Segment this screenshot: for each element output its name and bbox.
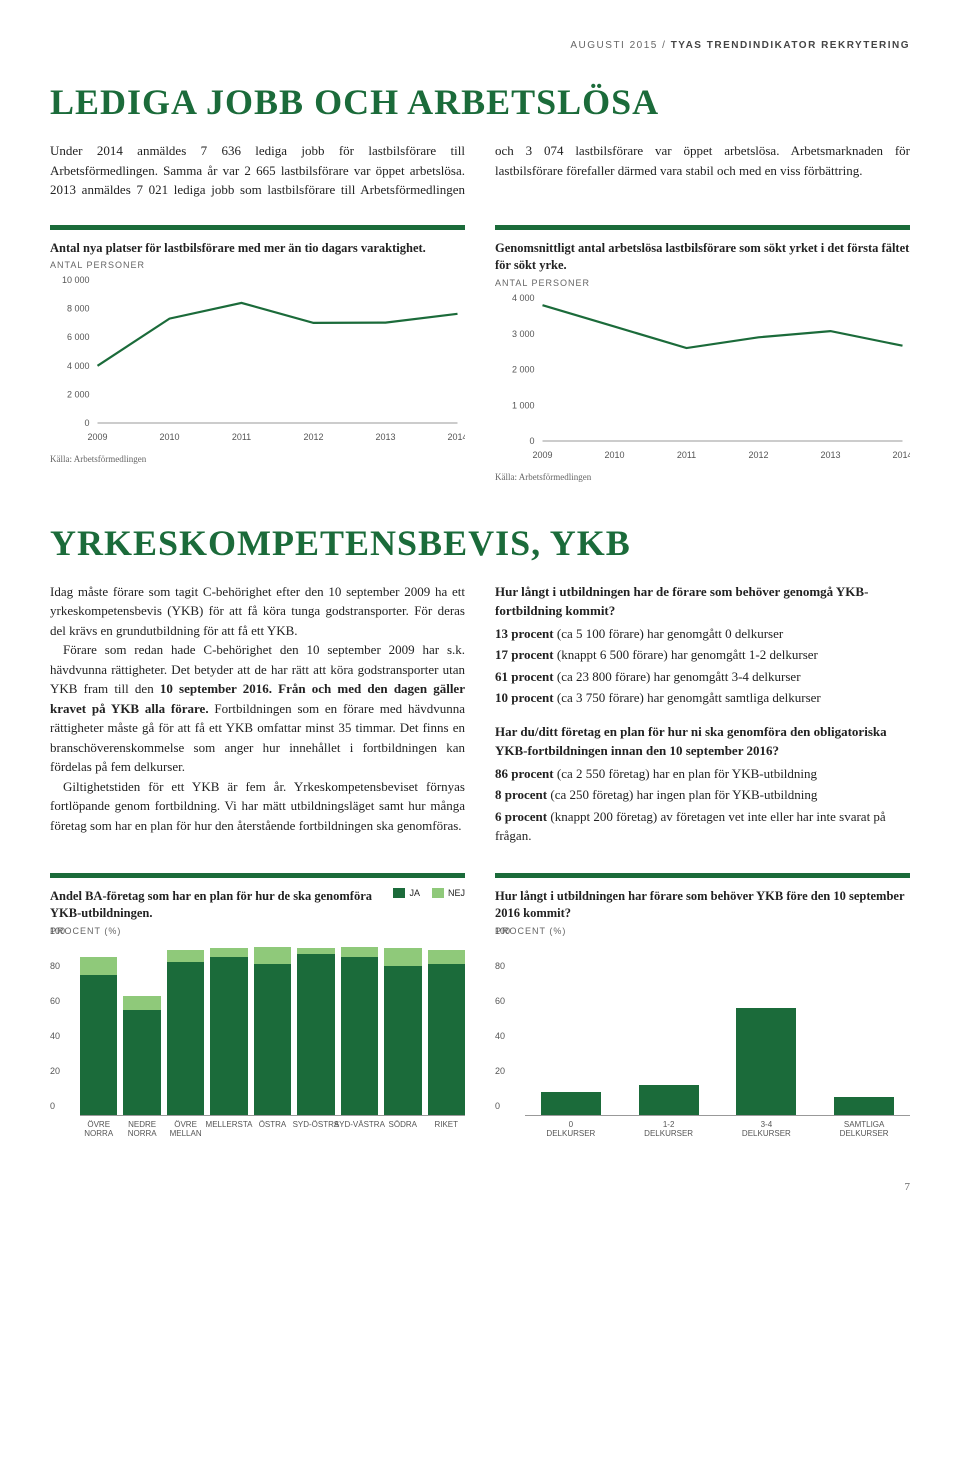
svg-text:4 000: 4 000 [67, 361, 90, 371]
svg-text:2013: 2013 [820, 450, 840, 460]
divider [495, 873, 910, 878]
svg-text:2012: 2012 [303, 432, 323, 442]
svg-text:4 000: 4 000 [512, 293, 535, 303]
svg-text:2010: 2010 [604, 450, 624, 460]
svg-text:2 000: 2 000 [512, 364, 535, 374]
divider [495, 225, 910, 230]
chart2-title: Genomsnittligt antal arbetslösa lastbils… [495, 240, 910, 275]
chart4-bars: 0204060801000DELKURSER1-2DELKURSER3-4DEL… [495, 941, 910, 1141]
divider [50, 873, 465, 878]
section2-title: YRKESKOMPETENSBEVIS, YKB [50, 522, 910, 564]
section1-title: LEDIGA JOBB OCH ARBETSLÖSA [50, 81, 910, 123]
svg-text:0: 0 [529, 436, 534, 446]
section2-left: Idag måste förare som tagit C-behörighet… [50, 582, 465, 848]
svg-text:2 000: 2 000 [67, 389, 90, 399]
svg-text:0: 0 [84, 418, 89, 428]
page-number: 7 [50, 1181, 910, 1193]
chart4-title: Hur långt i utbildningen har förare som … [495, 888, 910, 923]
svg-text:1 000: 1 000 [512, 400, 535, 410]
svg-text:2009: 2009 [87, 432, 107, 442]
chart3: Andel BA-företag som har en plan för hur… [50, 873, 465, 1141]
svg-text:2011: 2011 [677, 450, 696, 460]
chart1-title: Antal nya platser för lastbilsförare med… [50, 240, 465, 258]
chart1-sub: ANTAL PERSONER [50, 260, 465, 270]
svg-text:2011: 2011 [232, 432, 251, 442]
chart1-source: Källa: Arbetsförmedlingen [50, 454, 465, 464]
chart1: Antal nya platser för lastbilsförare med… [50, 225, 465, 482]
svg-text:10 000: 10 000 [62, 275, 90, 285]
section1-body: Under 2014 anmäldes 7 636 lediga jobb fö… [50, 141, 910, 200]
chart3-legend: JANEJ [393, 888, 465, 898]
chart2-sub: ANTAL PERSONER [495, 278, 910, 288]
svg-text:2009: 2009 [532, 450, 552, 460]
chart3-bars: 020406080100ÖVRENORRANEDRENORRAÖVREMELLA… [50, 941, 465, 1141]
svg-text:2014: 2014 [447, 432, 465, 442]
header-meta: AUGUSTI 2015 / TYAS TRENDINDIKATOR REKRY… [50, 40, 910, 51]
chart2: Genomsnittligt antal arbetslösa lastbils… [495, 225, 910, 482]
svg-text:8 000: 8 000 [67, 304, 90, 314]
svg-text:3 000: 3 000 [512, 328, 535, 338]
svg-text:2013: 2013 [375, 432, 395, 442]
svg-text:6 000: 6 000 [67, 332, 90, 342]
svg-text:2014: 2014 [892, 450, 910, 460]
chart2-svg: 0 1 000 2 000 3 000 4 000 2009 2010 2011 2012 201… [495, 293, 910, 463]
section2-right: Hur långt i utbildningen har de förare s… [495, 582, 910, 848]
chart2-source: Källa: Arbetsförmedlingen [495, 472, 910, 482]
chart1-svg: 0 2 000 4 000 6 000 8 000 10 000 2009 2010 2011 2… [50, 275, 465, 445]
chart3-title: Andel BA-företag som har en plan för hur… [50, 888, 393, 923]
chart3-sub: PROCENT (%) [50, 926, 465, 936]
chart4: Hur långt i utbildningen har förare som … [495, 873, 910, 1141]
chart4-sub: PROCENT (%) [495, 926, 910, 936]
svg-text:2010: 2010 [159, 432, 179, 442]
svg-text:2012: 2012 [748, 450, 768, 460]
divider [50, 225, 465, 230]
